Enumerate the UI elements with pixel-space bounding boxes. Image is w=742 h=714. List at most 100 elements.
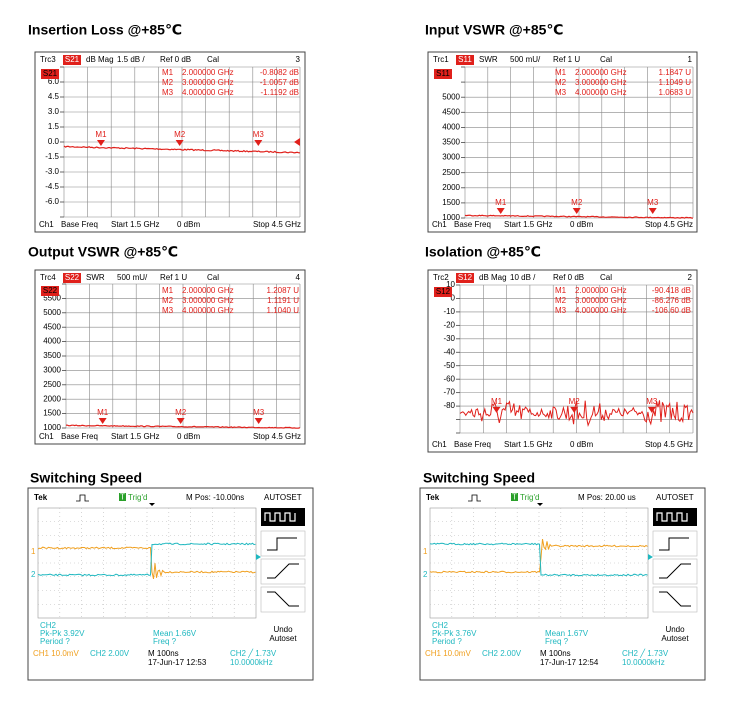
marker-tag: M2 (569, 397, 581, 406)
panel-title: Switching Speed (423, 470, 535, 486)
footer-base: Base Freq (454, 440, 491, 449)
marker (496, 208, 505, 214)
y-tick-label: 3.0 (48, 107, 60, 116)
footer-stop: Stop 4.5 GHz (253, 432, 301, 441)
footer-stop: Stop 4.5 GHz (645, 440, 693, 449)
footer-power: 0 dBm (570, 440, 593, 449)
y-tick-label: -3.0 (45, 167, 59, 176)
menu-item (652, 558, 698, 585)
y-tick-label: 2000 (442, 183, 460, 192)
mean: Mean 1.67V (545, 629, 589, 638)
footer-channel: Ch1 (39, 220, 54, 229)
y-tick-label: -70 (443, 388, 455, 397)
marker-name: M1 (162, 286, 174, 295)
marker-freq: 3.000000 GHz (575, 296, 627, 305)
y-tick-label: -30 (443, 334, 455, 343)
menu-item (653, 508, 697, 526)
format: SWR (479, 55, 498, 64)
trigger-status: Trig'd (128, 493, 147, 502)
position: M Pos: 20.00 us (578, 493, 636, 502)
trace-name: Trc2 (433, 273, 449, 282)
menu-title: AUTOSET (656, 493, 694, 502)
format: dB Mag (86, 55, 114, 64)
ch1-marker: 1 (31, 547, 36, 556)
y-tick-label: 4000 (442, 123, 460, 132)
menu-icon (267, 537, 297, 551)
footer-start: Start 1.5 GHz (504, 440, 552, 449)
ch2-marker: 2 (31, 570, 36, 579)
measure-source: CH2 (40, 621, 57, 630)
marker-tag: M2 (571, 198, 583, 207)
trigger-badge-box (511, 493, 518, 501)
footer-start: Start 1.5 GHz (504, 220, 552, 229)
menu-icon (264, 512, 296, 522)
brand: Tek (34, 493, 48, 502)
marker (492, 406, 501, 413)
marker-value: 1.1040 U (267, 306, 300, 315)
y-tick-label: 5000 (43, 308, 61, 317)
mean: Mean 1.66V (153, 629, 197, 638)
marker-tag: M3 (253, 408, 265, 417)
footer-channel: Ch1 (432, 220, 447, 229)
marker (98, 418, 107, 424)
marker (570, 406, 579, 413)
date: 17-Jun-17 12:54 (540, 658, 599, 667)
marker-freq: 4.000000 GHz (182, 306, 234, 315)
panel-title: Input VSWR @+85℃ (425, 22, 563, 38)
param-badge (63, 55, 81, 65)
menu-title: AUTOSET (264, 493, 302, 502)
trigger-pos (149, 503, 155, 506)
footer-power: 0 dBm (570, 220, 593, 229)
footer-base: Base Freq (61, 432, 98, 441)
menu-autoset: Autoset (269, 634, 297, 643)
acq-icon (76, 494, 89, 502)
marker-value: 1.1049 U (659, 78, 692, 87)
trace-name: Trc3 (40, 55, 56, 64)
marker-value: 1.0683 U (659, 88, 692, 97)
marker-tag: M3 (253, 130, 265, 139)
trigger-status: Trig'd (520, 493, 539, 502)
marker (647, 406, 656, 413)
y-tick-label: 3500 (43, 351, 61, 360)
marker-tag: M1 (495, 198, 507, 207)
format: SWR (86, 273, 105, 282)
y-tick-label: 4000 (43, 337, 61, 346)
scale: 10 dB / (510, 273, 536, 282)
acq-icon (468, 494, 481, 502)
y-tick-label: 1000 (43, 423, 61, 432)
marker (176, 418, 185, 424)
param-badge (456, 273, 474, 283)
trigger-level-text: CH2 ╱ 1.73V (622, 648, 669, 658)
marker-name: M1 (555, 286, 567, 295)
marker-tag: M1 (97, 408, 109, 417)
trace-name: Trc4 (40, 273, 56, 282)
cal: Cal (600, 55, 612, 64)
period: Period ? (40, 637, 70, 646)
footer-base: Base Freq (61, 220, 98, 229)
y-tick-label: 0 (451, 294, 456, 303)
marker-value: -1.1192 dB (260, 88, 299, 97)
param-badge (456, 55, 474, 65)
scale: 1.5 dB / (117, 55, 145, 64)
footer-stop: Stop 4.5 GHz (253, 220, 301, 229)
ch1-scale: CH1 10.0mV (425, 649, 471, 658)
marker-tag: M2 (175, 408, 187, 417)
date: 17-Jun-17 12:53 (148, 658, 207, 667)
y-tick-label: 4500 (442, 107, 460, 116)
param-name: S11 (436, 69, 450, 78)
menu-undo: Undo (273, 625, 293, 634)
y-tick-label: -60 (443, 374, 455, 383)
param-badge (41, 69, 59, 79)
panel-title: Output VSWR @+85℃ (28, 244, 178, 260)
marker-freq: 3.000000 GHz (182, 296, 234, 305)
y-tick-label: 1000 (442, 213, 460, 222)
waveform (37, 546, 256, 580)
waveform (429, 539, 648, 574)
footer-power: 0 dBm (177, 220, 200, 229)
ch2-scale: CH2 2.00V (90, 649, 130, 658)
marker-freq: 3.000000 GHz (575, 78, 627, 87)
y-tick-label: 5500 (43, 294, 61, 303)
y-tick-label: -80 (443, 401, 455, 410)
marker-name: M3 (555, 306, 567, 315)
